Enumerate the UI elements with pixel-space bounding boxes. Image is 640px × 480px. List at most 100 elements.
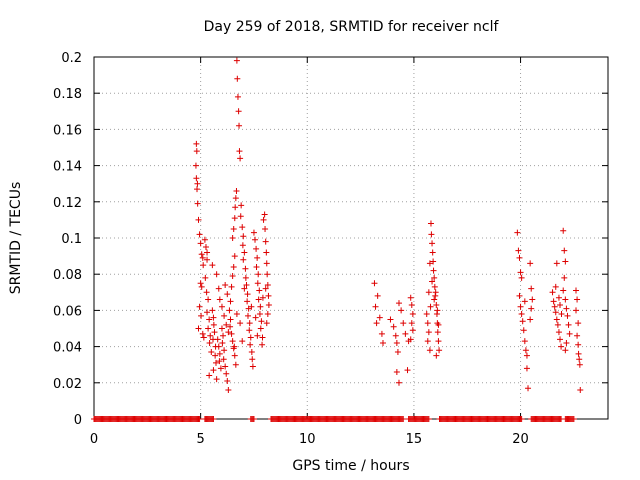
x-tick-label: 0 bbox=[90, 432, 98, 447]
data-point bbox=[212, 359, 219, 366]
data-point bbox=[423, 311, 430, 318]
data-point bbox=[242, 265, 249, 272]
data-point bbox=[240, 233, 247, 240]
data-point bbox=[192, 162, 199, 169]
data-point bbox=[554, 321, 561, 328]
data-point bbox=[516, 292, 523, 299]
data-point bbox=[528, 285, 535, 292]
y-tick-label: 0.12 bbox=[53, 196, 82, 211]
data-point bbox=[515, 247, 522, 254]
data-point bbox=[395, 300, 402, 307]
data-point bbox=[260, 216, 267, 223]
data-point bbox=[557, 336, 564, 343]
data-point bbox=[371, 280, 378, 287]
data-point bbox=[575, 350, 582, 357]
data-point bbox=[229, 338, 236, 345]
data-point bbox=[432, 289, 439, 296]
data-point bbox=[255, 296, 262, 303]
chart-title: Day 259 of 2018, SRMTID for receiver ncl… bbox=[204, 19, 500, 35]
data-point bbox=[231, 343, 238, 350]
data-point bbox=[210, 314, 217, 321]
data-point bbox=[204, 256, 211, 263]
y-tick-label: 0.04 bbox=[53, 341, 82, 356]
data-point bbox=[204, 249, 211, 256]
data-point bbox=[198, 251, 205, 258]
data-point bbox=[226, 307, 233, 314]
data-point bbox=[204, 309, 211, 316]
data-point bbox=[212, 352, 219, 359]
data-point bbox=[202, 274, 209, 281]
data-point bbox=[197, 280, 204, 287]
data-point bbox=[259, 341, 266, 348]
data-point bbox=[220, 356, 227, 363]
data-point bbox=[558, 311, 565, 318]
data-point bbox=[244, 312, 251, 319]
data-point bbox=[257, 325, 264, 332]
data-point bbox=[525, 385, 532, 392]
data-point bbox=[236, 122, 243, 129]
data-point bbox=[223, 321, 230, 328]
data-point bbox=[209, 262, 216, 269]
data-point bbox=[240, 256, 247, 263]
data-point bbox=[561, 247, 568, 254]
data-point bbox=[428, 231, 435, 238]
data-point bbox=[552, 283, 559, 290]
data-point bbox=[227, 298, 234, 305]
data-point bbox=[573, 287, 580, 294]
data-point bbox=[431, 274, 438, 281]
zero-point bbox=[210, 416, 217, 422]
data-point bbox=[249, 363, 256, 370]
data-point bbox=[555, 294, 562, 301]
data-point bbox=[258, 318, 265, 325]
data-point bbox=[254, 254, 261, 261]
data-point bbox=[553, 260, 560, 267]
data-point bbox=[206, 372, 213, 379]
y-tick-label: 0.02 bbox=[53, 377, 82, 392]
x-tick-label: 10 bbox=[299, 432, 316, 447]
data-point bbox=[219, 339, 226, 346]
data-point bbox=[434, 307, 441, 314]
data-point bbox=[231, 215, 238, 222]
data-point bbox=[523, 352, 530, 359]
data-point bbox=[203, 289, 210, 296]
data-point bbox=[230, 225, 237, 232]
data-point bbox=[253, 263, 260, 270]
data-point bbox=[235, 108, 242, 115]
data-point bbox=[222, 282, 229, 289]
data-point bbox=[246, 327, 253, 334]
data-point bbox=[424, 338, 431, 345]
data-point bbox=[216, 350, 223, 357]
x-tick-label: 15 bbox=[406, 432, 423, 447]
data-point bbox=[426, 260, 433, 267]
data-point bbox=[261, 211, 268, 218]
data-point bbox=[400, 320, 407, 327]
data-point bbox=[408, 301, 415, 308]
data-point bbox=[518, 274, 525, 281]
data-point bbox=[372, 303, 379, 310]
data-point bbox=[431, 283, 438, 290]
data-point bbox=[214, 336, 221, 343]
data-point bbox=[435, 338, 442, 345]
data-points bbox=[91, 57, 584, 422]
data-point bbox=[265, 301, 272, 308]
x-tick-label: 20 bbox=[512, 432, 529, 447]
data-point bbox=[527, 260, 534, 267]
y-tick-label: 0.2 bbox=[61, 51, 82, 66]
data-point bbox=[202, 244, 209, 251]
data-point bbox=[376, 314, 383, 321]
data-point bbox=[225, 387, 232, 394]
data-point bbox=[237, 155, 244, 162]
data-point bbox=[217, 365, 224, 372]
data-point bbox=[514, 229, 521, 236]
data-point bbox=[205, 325, 212, 332]
data-point bbox=[248, 303, 255, 310]
data-point bbox=[435, 321, 442, 328]
data-point bbox=[427, 220, 434, 227]
data-point bbox=[237, 213, 244, 220]
data-point bbox=[194, 200, 201, 207]
data-point bbox=[527, 316, 534, 323]
data-point bbox=[224, 377, 231, 384]
data-point bbox=[200, 262, 207, 269]
data-point bbox=[205, 296, 212, 303]
data-point bbox=[517, 269, 524, 276]
